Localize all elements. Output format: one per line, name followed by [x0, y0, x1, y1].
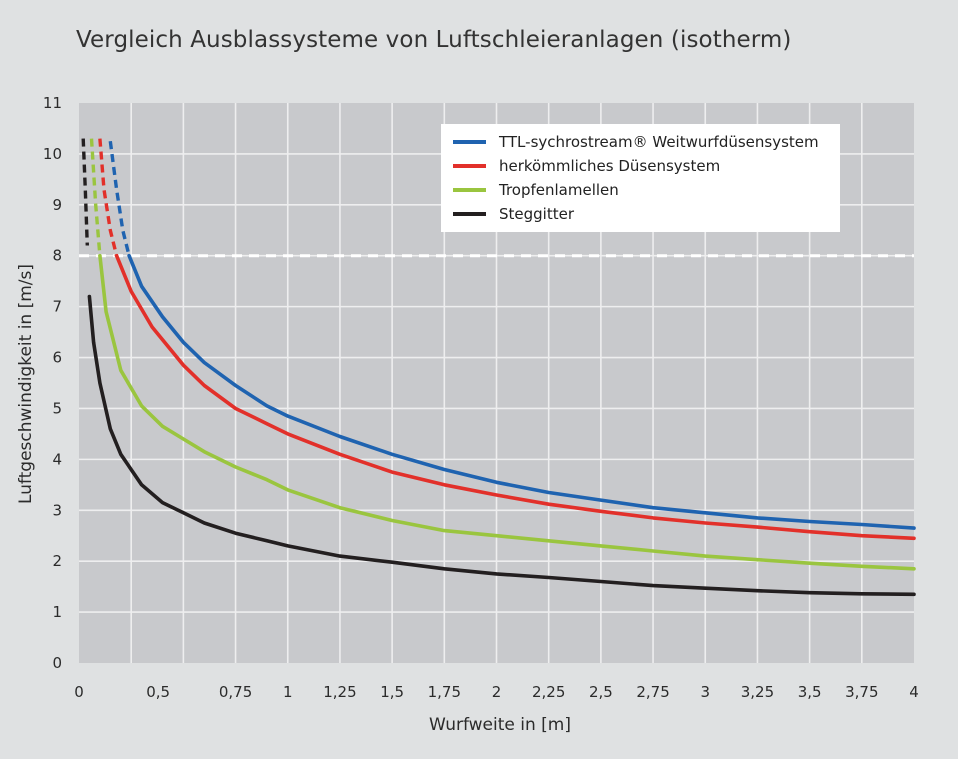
- y-tick-label: 1: [52, 603, 62, 621]
- y-tick-label: 0: [52, 654, 62, 672]
- chart-title: Vergleich Ausblassysteme von Luftschleie…: [76, 27, 792, 53]
- y-tick-label: 5: [52, 399, 62, 417]
- y-tick-label: 7: [52, 298, 62, 316]
- x-tick-label: 0: [74, 683, 84, 701]
- series-line-3: [87, 294, 916, 597]
- x-tick-label: 3,25: [741, 683, 774, 701]
- x-tick-label: 2,25: [532, 683, 565, 701]
- legend-label: Tropfenlamellen: [498, 181, 619, 199]
- y-tick-label: 6: [52, 349, 62, 367]
- x-tick-label: 1,75: [428, 683, 461, 701]
- x-tick-label: 1,25: [323, 683, 356, 701]
- series-lines: [81, 138, 916, 597]
- y-tick-label: 2: [52, 552, 62, 570]
- y-axis-label: Luftgeschwindigkeit in [m/s]: [16, 264, 36, 504]
- legend-label: herkömmliches Düsensystem: [499, 157, 720, 175]
- x-tick-label: 3,75: [845, 683, 878, 701]
- series-line-dashed-3: [81, 138, 89, 246]
- x-tick-label: 0,5: [146, 683, 170, 701]
- x-axis-label: Wurfweite in [m]: [429, 715, 571, 735]
- y-tick-label: 11: [43, 94, 62, 112]
- series-line-dashed-0: [108, 140, 131, 257]
- tick-labels: 0 1 2 3 4 5 6 7 8 9 10 11 0 0,5 0,75 1 1,25 1,5 1,75 2 2,25 2…: [43, 94, 919, 701]
- x-tick-label: 3: [700, 683, 710, 701]
- y-tick-label: 10: [43, 145, 62, 163]
- y-tick-label: 4: [52, 450, 62, 468]
- series-line-dashed-1: [98, 138, 119, 257]
- legend-label: Steggitter: [499, 205, 575, 223]
- x-tick-label: 1: [283, 683, 293, 701]
- y-tick-label: 9: [52, 196, 62, 214]
- x-tick-label: 2,75: [636, 683, 669, 701]
- x-tick-label: 1,5: [380, 683, 404, 701]
- x-tick-label: 2: [492, 683, 502, 701]
- legend: TTL-sychrostream® Weitwurfdüsensystem her…: [441, 124, 840, 232]
- x-tick-label: 3,5: [798, 683, 822, 701]
- x-tick-label: 0,75: [219, 683, 252, 701]
- series-line-1: [114, 253, 916, 541]
- legend-label: TTL-sychrostream® Weitwurfdüsensystem: [498, 133, 819, 151]
- series-line-2: [98, 253, 916, 571]
- x-tick-label: 2,5: [589, 683, 613, 701]
- series-line-dashed-2: [89, 138, 102, 256]
- legend-box: [441, 124, 840, 232]
- x-tick-label: 4: [909, 683, 919, 701]
- series-line-0: [127, 253, 916, 530]
- y-tick-label: 8: [52, 247, 62, 265]
- y-tick-label: 3: [52, 501, 62, 519]
